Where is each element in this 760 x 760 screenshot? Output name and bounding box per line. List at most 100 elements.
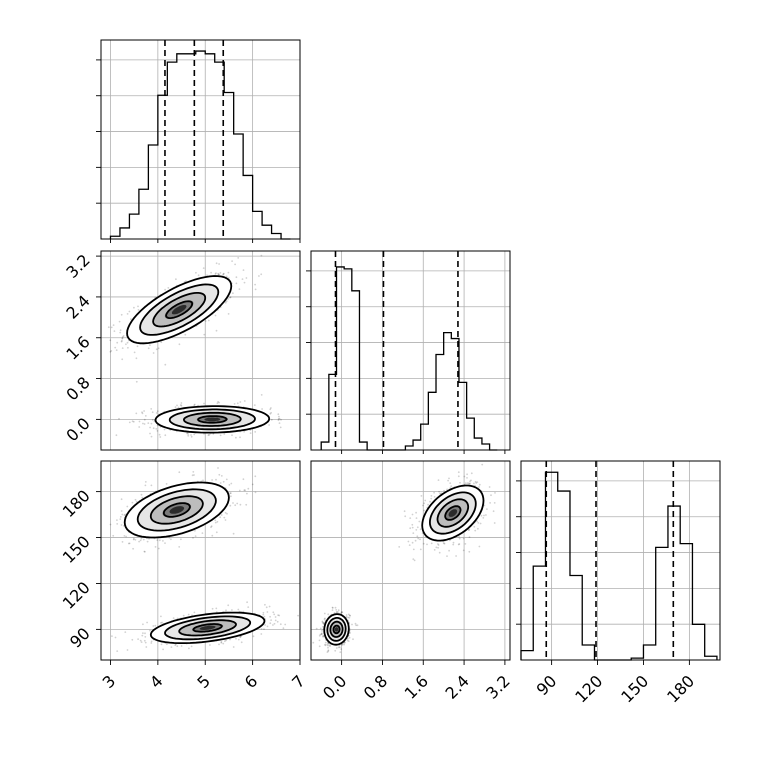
xtick-label: 180: [663, 671, 698, 706]
scatter-point: [251, 483, 254, 486]
scatter-point: [260, 628, 263, 630]
scatter-point: [229, 492, 232, 495]
scatter-point: [269, 408, 272, 411]
scatter-point: [252, 635, 255, 638]
scatter-point: [244, 489, 247, 492]
scatter-point: [197, 274, 200, 277]
histogram-0: [109, 50, 291, 240]
scatter-point: [335, 610, 338, 613]
scatter-point: [438, 551, 441, 554]
ytick-label: 1.6: [62, 332, 93, 363]
scatter-point: [121, 337, 124, 340]
scatter-point: [418, 520, 421, 523]
scatter-point: [211, 479, 214, 481]
scatter-point: [478, 486, 480, 488]
scatter-point: [207, 319, 210, 322]
scatter-point: [220, 641, 223, 644]
scatter-point: [437, 479, 440, 481]
scatter-point: [144, 484, 147, 487]
scatter-point: [443, 489, 445, 492]
scatter-point: [422, 504, 424, 507]
scatter-point: [351, 623, 353, 626]
scatter-point: [144, 550, 146, 553]
ytick-label: 150: [59, 532, 94, 567]
scatter-point: [127, 542, 130, 545]
scatter-point: [273, 613, 276, 616]
scatter-point: [476, 520, 478, 523]
scatter-point: [320, 633, 323, 636]
scatter-point: [413, 559, 416, 562]
scatter-point: [162, 648, 165, 651]
scatter-point: [273, 622, 276, 625]
scatter-point: [120, 498, 123, 501]
contour-3: [192, 623, 223, 633]
scatter-point: [187, 433, 190, 435]
scatter-point: [307, 414, 309, 416]
scatter-point: [337, 646, 340, 649]
scatter-point: [348, 636, 351, 639]
scatter-point: [247, 606, 250, 608]
scatter-point: [473, 482, 475, 485]
scatter-point: [439, 492, 441, 495]
scatter-point: [324, 644, 327, 647]
scatter-point: [448, 477, 450, 480]
scatter-point: [419, 548, 422, 551]
scatter-point: [164, 363, 167, 366]
scatter-point: [180, 404, 183, 407]
joint-content-2: [311, 461, 510, 660]
xtick-label: 4: [146, 671, 167, 692]
scatter-point: [116, 650, 119, 652]
scatter-point: [121, 337, 124, 339]
scatter-point: [113, 330, 116, 332]
scatter-point: [154, 624, 157, 627]
scatter-point: [322, 635, 324, 637]
scatter-point: [266, 625, 269, 628]
scatter-point: [270, 619, 272, 621]
scatter-point: [277, 614, 279, 616]
scatter-point: [203, 402, 205, 405]
scatter-point: [152, 352, 155, 354]
scatter-point: [297, 614, 299, 617]
scatter-point: [409, 517, 412, 519]
scatter-point: [478, 483, 481, 486]
scatter-point: [411, 526, 414, 529]
joint-panel-2: [310, 460, 511, 661]
scatter-point: [222, 272, 225, 275]
scatter-point: [430, 542, 433, 545]
scatter-point: [242, 269, 245, 271]
scatter-point: [237, 638, 240, 641]
scatter-point: [115, 349, 118, 351]
scatter-point: [415, 517, 418, 519]
scatter-point: [194, 535, 197, 537]
contour-2: [149, 495, 204, 525]
scatter-point: [134, 538, 137, 541]
scatter-point: [318, 639, 321, 642]
scatter-point: [231, 434, 233, 437]
scatter-point: [231, 609, 233, 611]
scatter-point: [161, 621, 164, 624]
joint-panel-0: [100, 250, 309, 451]
scatter-point: [239, 503, 242, 506]
scatter-point: [188, 647, 190, 650]
scatter-point: [277, 419, 280, 422]
contour-0: [126, 275, 233, 345]
scatter-point: [124, 513, 127, 516]
scatter-point: [226, 512, 228, 515]
scatter-point: [179, 404, 182, 406]
scatter-point: [222, 642, 225, 645]
scatter-point: [141, 412, 144, 415]
scatter-point: [139, 639, 142, 642]
scatter-point: [132, 538, 135, 541]
scatter-point: [95, 552, 97, 554]
scatter-point: [268, 424, 270, 426]
scatter-point: [211, 534, 214, 537]
scatter-point: [249, 432, 252, 434]
scatter-point: [470, 479, 472, 482]
xtick-label: 6: [241, 671, 262, 692]
scatter-point: [419, 528, 422, 531]
scatter-point: [233, 403, 236, 405]
scatter-point: [480, 514, 483, 517]
scatter-point: [239, 636, 242, 639]
scatter-point: [415, 529, 418, 531]
scatter-point: [155, 428, 158, 430]
